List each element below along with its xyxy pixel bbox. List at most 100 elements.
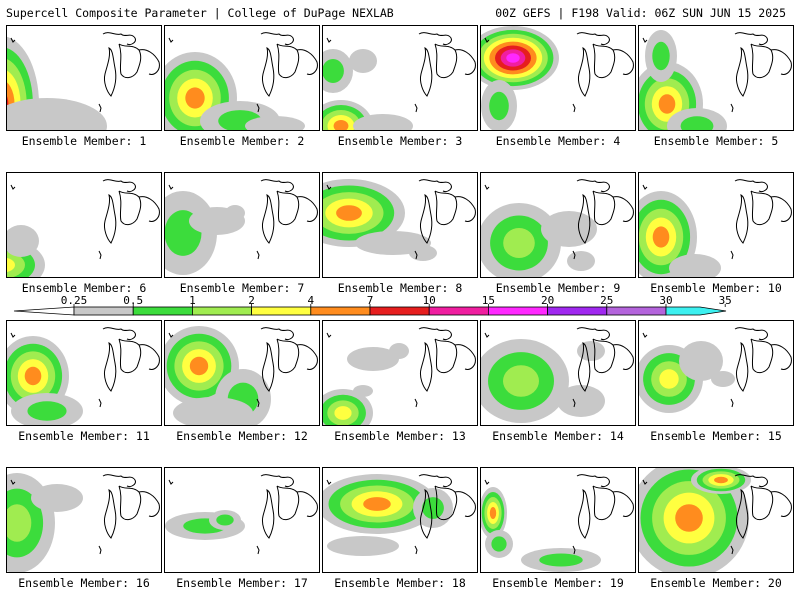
parameter-contour	[225, 205, 245, 221]
colorbar-tick-label: 20	[541, 294, 554, 307]
coastline	[572, 398, 576, 408]
parameter-contour	[7, 225, 39, 257]
coastline	[484, 479, 490, 485]
ensemble-member-map	[322, 320, 478, 426]
coastline	[262, 194, 275, 244]
parameter-contour	[679, 341, 723, 381]
coastline	[276, 338, 300, 374]
coastline	[434, 338, 458, 374]
coastline	[612, 196, 634, 222]
coastline	[10, 479, 16, 485]
parameter-contour	[31, 484, 83, 512]
map-field	[481, 26, 634, 130]
map-field	[481, 179, 634, 277]
colorbar-segment	[547, 306, 608, 316]
ensemble-member-map	[480, 467, 636, 573]
parameter-contour	[363, 497, 391, 511]
coastline	[420, 489, 433, 539]
map-field	[7, 327, 160, 425]
ensemble-member-label: Ensemble Member: 9	[495, 281, 621, 295]
coastline	[770, 196, 792, 222]
colorbar-tick-label: 0.25	[61, 294, 88, 307]
ensemble-member-map	[638, 467, 794, 573]
parameter-contour	[652, 41, 670, 71]
ensemble-member-label: Ensemble Member: 15	[650, 429, 782, 443]
parameter-contour	[506, 53, 520, 63]
coastline	[262, 489, 275, 539]
map-field	[7, 473, 160, 572]
coastline	[434, 485, 458, 521]
ensemble-member-label: Ensemble Member: 19	[492, 576, 624, 590]
map-field	[7, 179, 160, 277]
coastline	[296, 196, 318, 222]
coastline	[260, 474, 294, 487]
ensemble-member-label: Ensemble Member: 12	[176, 429, 308, 443]
parameter-contour	[323, 59, 344, 83]
map-field	[639, 179, 792, 277]
map-field	[165, 474, 318, 555]
coastline	[592, 43, 616, 79]
coastline	[484, 37, 490, 43]
coastline	[102, 327, 136, 340]
parameter-contour	[714, 476, 728, 484]
coastline	[296, 344, 318, 370]
colorbar-segment	[73, 306, 134, 316]
coastline	[770, 491, 792, 517]
parameter-contour	[489, 507, 497, 519]
colorbar-segment	[310, 306, 371, 316]
coastline	[414, 545, 418, 555]
coastline	[736, 342, 749, 392]
coastline	[730, 250, 734, 260]
parameter-contour	[7, 504, 32, 542]
coastline	[262, 47, 275, 97]
parameter-contour	[567, 251, 595, 271]
map-field	[165, 32, 318, 130]
ensemble-member-map	[638, 320, 794, 426]
coastline	[454, 344, 476, 370]
coastline	[576, 327, 610, 340]
coastline	[578, 342, 591, 392]
ensemble-member-map	[322, 25, 478, 131]
coastline	[276, 43, 300, 79]
coastline	[262, 342, 275, 392]
parameter-contour	[711, 371, 735, 387]
ensemble-member-label: Ensemble Member: 17	[176, 576, 308, 590]
colorbar-tick-label: 30	[659, 294, 672, 307]
coastline	[418, 32, 452, 45]
coastline	[454, 196, 476, 222]
coastline	[414, 250, 418, 260]
coastline	[454, 491, 476, 517]
map-field	[323, 179, 476, 261]
ensemble-member-label: Ensemble Member: 16	[18, 576, 150, 590]
coastline	[592, 338, 616, 374]
coastline	[260, 32, 294, 45]
coastline	[572, 103, 576, 113]
coastline	[414, 103, 418, 113]
ensemble-member-map	[164, 320, 320, 426]
coastline	[296, 491, 318, 517]
coastline	[168, 37, 174, 43]
coastline	[484, 332, 490, 338]
coastline	[98, 250, 102, 260]
ensemble-member-label: Ensemble Member: 2	[179, 134, 305, 148]
coastline	[256, 250, 260, 260]
coastline	[578, 47, 591, 97]
ensemble-member-label: Ensemble Member: 11	[18, 429, 150, 443]
parameter-contour	[680, 116, 714, 130]
parameter-contour	[541, 211, 597, 247]
coastline	[138, 491, 160, 517]
map-field	[639, 468, 792, 572]
coastline	[10, 332, 16, 338]
coastline	[612, 49, 634, 75]
parameter-contour	[669, 254, 721, 277]
map-field	[165, 326, 318, 425]
coastline	[326, 332, 332, 338]
coastline	[418, 327, 452, 340]
coastline	[104, 489, 117, 539]
ensemble-member-label: Ensemble Member: 10	[650, 281, 782, 295]
coastline	[118, 338, 142, 374]
ensemble-member-label: Ensemble Member: 8	[337, 281, 463, 295]
parameter-contour	[333, 120, 349, 130]
parameter-contour	[27, 401, 67, 421]
coastline	[736, 194, 749, 244]
